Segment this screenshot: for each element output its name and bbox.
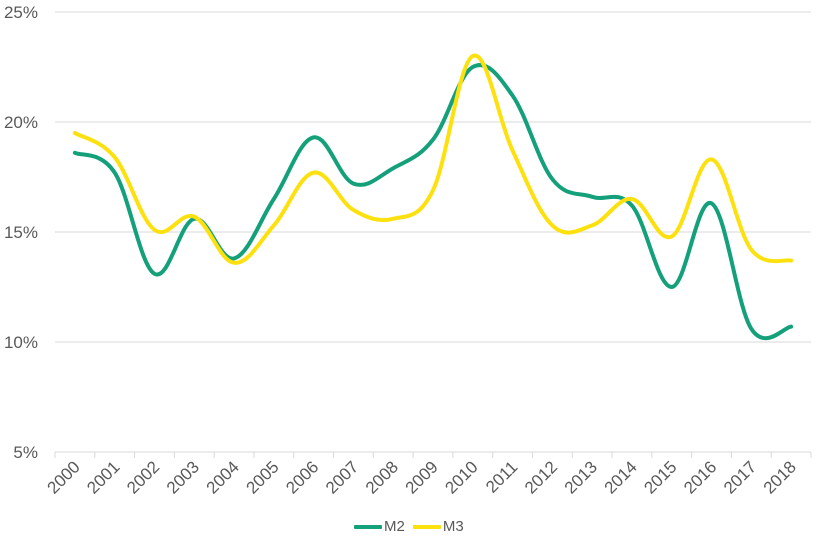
y-tick-label: 10% [4, 333, 38, 352]
legend-item-m2: M2 [354, 518, 405, 535]
y-tick-label: 15% [4, 223, 38, 242]
series-lines [72, 53, 794, 340]
x-tick-label: 2006 [282, 457, 322, 497]
y-tick-label: 25% [4, 3, 38, 22]
legend: M2 M3 [354, 518, 472, 535]
series-line-m3 [72, 53, 794, 265]
legend-label-m2: M2 [384, 518, 405, 535]
x-tick-label: 2001 [83, 457, 123, 497]
legend-item-m3: M3 [412, 518, 464, 535]
legend-label-m3: M3 [442, 518, 464, 535]
y-tick-label: 20% [4, 113, 38, 132]
x-axis: 2000 2001 2002 2003 2004 2005 2006 2007 2008 2009… [44, 452, 812, 498]
x-tick-label: 2005 [242, 457, 282, 497]
x-tick-label: 2014 [601, 457, 641, 497]
legend-swatch-m3 [412, 524, 441, 529]
y-tick-label: 5% [13, 443, 38, 462]
x-tick-label: 2015 [640, 457, 680, 497]
series-line-m2 [72, 63, 794, 340]
gridlines [55, 11, 811, 453]
x-tick-label: 2002 [123, 457, 163, 497]
x-tick-label: 2018 [760, 457, 800, 497]
x-tick-label: 2004 [203, 457, 243, 497]
x-tick-label: 2009 [402, 457, 442, 497]
legend-swatch-m2 [354, 524, 382, 529]
x-tick-label: 2017 [720, 457, 760, 497]
x-tick-label: 2012 [521, 457, 561, 497]
y-axis-labels: 5% 10% 15% 20% 25% [4, 3, 38, 462]
x-tick-label: 2003 [163, 457, 203, 497]
x-tick-label: 2008 [362, 457, 402, 497]
x-tick-label: 2013 [561, 457, 601, 497]
x-tick-label: 2000 [44, 457, 84, 497]
x-tick-label: 2010 [441, 457, 481, 497]
x-tick-label: 2007 [322, 457, 362, 497]
x-tick-label: 2011 [482, 457, 521, 496]
x-tick-label: 2016 [680, 457, 720, 497]
